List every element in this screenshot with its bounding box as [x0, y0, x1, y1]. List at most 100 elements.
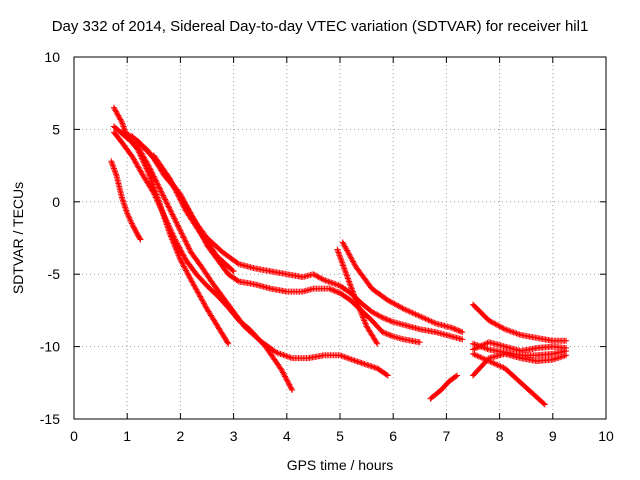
data-point [164, 220, 171, 227]
data-point [283, 376, 290, 383]
data-point [475, 343, 482, 350]
data-point [425, 317, 432, 324]
data-point [510, 329, 517, 336]
data-point [179, 249, 186, 256]
data-point [339, 239, 346, 246]
data-point [284, 378, 291, 385]
data-point [124, 131, 131, 138]
data-point [454, 326, 461, 333]
data-point [164, 201, 171, 208]
data-point [286, 354, 293, 361]
data-point [172, 236, 179, 243]
data-point [271, 348, 278, 355]
data-point [169, 181, 176, 188]
data-point [288, 385, 295, 392]
data-point [342, 354, 349, 361]
data-point [340, 263, 347, 270]
data-point [399, 305, 406, 312]
data-point [179, 201, 186, 208]
data-point [382, 315, 389, 322]
data-point [345, 250, 352, 257]
y-tick-label: -10 [40, 339, 60, 355]
data-point [126, 214, 133, 221]
data-point [495, 322, 502, 329]
data-point [376, 313, 383, 320]
data-point [459, 329, 466, 336]
data-point [491, 320, 498, 327]
data-point [174, 220, 181, 227]
data-point [155, 182, 162, 189]
data-point [229, 267, 236, 274]
data-point [278, 366, 285, 373]
data-point [173, 248, 180, 255]
data-point [355, 304, 362, 311]
data-point [174, 222, 181, 229]
data-point [343, 246, 350, 253]
data-point [354, 301, 361, 308]
data-point [347, 282, 354, 289]
data-point [125, 132, 132, 139]
data-point [121, 124, 128, 131]
data-point [131, 225, 138, 232]
data-point [374, 311, 381, 318]
series-arc4 [110, 123, 391, 379]
data-point [334, 248, 341, 255]
data-point [118, 117, 125, 124]
data-point [318, 275, 325, 282]
data-point [147, 175, 154, 182]
data-point [151, 174, 158, 181]
series-arc9 [339, 239, 466, 336]
data-point [283, 353, 290, 360]
data-point [160, 211, 167, 218]
data-point [132, 227, 139, 234]
data-point [383, 371, 390, 378]
data-point [329, 286, 336, 293]
data-point [184, 241, 191, 248]
x-axis-label: GPS time / hours [286, 457, 394, 473]
data-point [169, 230, 176, 237]
data-point [166, 175, 173, 182]
data-point [163, 217, 170, 224]
data-point [149, 170, 156, 177]
data-point [112, 169, 119, 176]
data-point [313, 272, 320, 279]
data-point [176, 255, 183, 262]
data-point [352, 297, 359, 304]
data-point [347, 281, 354, 288]
data-point [357, 308, 364, 315]
data-point [174, 240, 181, 247]
data-point [169, 211, 176, 218]
data-point [168, 229, 175, 236]
series-arc1 [108, 158, 144, 243]
data-point [408, 309, 415, 316]
data-point [384, 372, 391, 379]
data-point [282, 373, 289, 380]
data-point [130, 223, 137, 230]
data-point [175, 243, 182, 250]
data-point [158, 189, 165, 196]
data-point [171, 185, 178, 192]
data-point [410, 310, 417, 317]
data-point [176, 225, 183, 232]
data-point [343, 272, 350, 279]
data-point [342, 269, 349, 276]
data-point [512, 329, 519, 336]
data-point [321, 276, 328, 283]
data-point [386, 297, 393, 304]
data-point [180, 262, 187, 269]
data-point [152, 194, 159, 201]
data-point [472, 352, 479, 359]
data-point [504, 327, 511, 334]
data-point [148, 169, 155, 176]
data-point [497, 363, 504, 370]
data-point [170, 233, 177, 240]
y-tick-label: -5 [48, 266, 61, 282]
series-arc15 [470, 339, 570, 354]
data-point [368, 308, 375, 315]
data-point [470, 346, 476, 353]
data-point [391, 300, 398, 307]
data-point [336, 252, 343, 259]
data-point [492, 321, 499, 328]
data-point [354, 300, 361, 307]
data-point [119, 120, 126, 127]
